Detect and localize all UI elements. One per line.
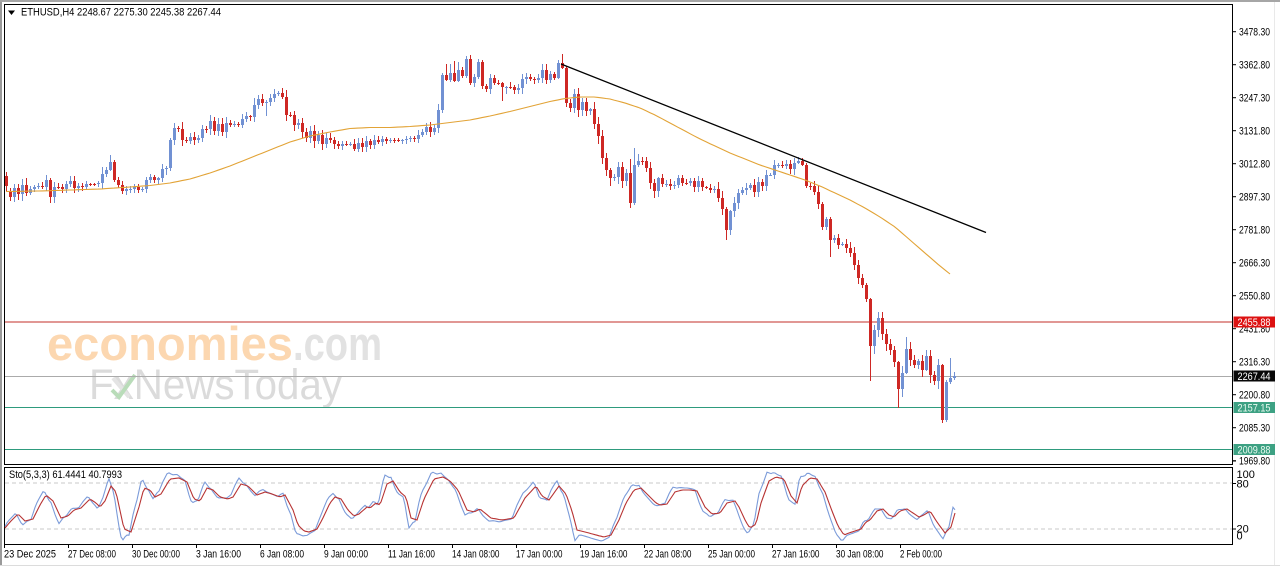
svg-text:23 Dec 2025: 23 Dec 2025 <box>4 549 56 561</box>
svg-text:20: 20 <box>1237 524 1249 536</box>
svg-text:1969.80: 1969.80 <box>1239 456 1270 468</box>
svg-text:2 Feb 00:00: 2 Feb 00:00 <box>900 549 942 561</box>
svg-text:30 Dec 00:00: 30 Dec 00:00 <box>132 549 180 561</box>
svg-text:30 Jan 08:00: 30 Jan 08:00 <box>836 549 884 561</box>
svg-text:.com: .com <box>293 317 382 370</box>
svg-text:2200.80: 2200.80 <box>1239 390 1270 402</box>
svg-text:27 Jan 16:00: 27 Jan 16:00 <box>772 549 820 561</box>
svg-text:3478.30: 3478.30 <box>1239 27 1270 39</box>
svg-text:2550.80: 2550.80 <box>1239 291 1270 303</box>
svg-text:3247.30: 3247.30 <box>1239 93 1270 105</box>
svg-text:2666.30: 2666.30 <box>1239 258 1270 270</box>
svg-text:2781.80: 2781.80 <box>1239 225 1270 237</box>
svg-text:2897.30: 2897.30 <box>1239 192 1270 204</box>
svg-text:6 Jan 08:00: 6 Jan 08:00 <box>260 549 304 561</box>
svg-text:3012.80: 3012.80 <box>1239 159 1270 171</box>
svg-text:0: 0 <box>1237 531 1243 543</box>
svg-text:2157.15: 2157.15 <box>1238 403 1271 415</box>
svg-text:9 Jan 00:00: 9 Jan 00:00 <box>324 549 368 561</box>
svg-text:3131.80: 3131.80 <box>1239 126 1270 138</box>
svg-text:Sto(5,3,3) 61.4441 40.7993: Sto(5,3,3) 61.4441 40.7993 <box>9 469 122 481</box>
svg-text:27 Dec 08:00: 27 Dec 08:00 <box>68 549 116 561</box>
svg-text:FxNewsToday: FxNewsToday <box>89 361 342 409</box>
svg-text:25 Jan 00:00: 25 Jan 00:00 <box>708 549 755 561</box>
svg-text:2267.44: 2267.44 <box>1238 371 1271 383</box>
svg-text:11 Jan 16:00: 11 Jan 16:00 <box>388 549 435 561</box>
svg-text:17 Jan 00:00: 17 Jan 00:00 <box>516 549 563 561</box>
svg-text:3362.80: 3362.80 <box>1239 60 1270 72</box>
svg-text:19 Jan 16:00: 19 Jan 16:00 <box>580 549 628 561</box>
svg-text:2009.88: 2009.88 <box>1238 445 1271 457</box>
svg-text:2455.88: 2455.88 <box>1238 317 1271 329</box>
svg-text:80: 80 <box>1237 479 1249 491</box>
svg-text:3 Jan 16:00: 3 Jan 16:00 <box>196 549 241 561</box>
svg-text:14 Jan 08:00: 14 Jan 08:00 <box>452 549 500 561</box>
svg-text:100: 100 <box>1237 469 1255 481</box>
svg-text:2085.30: 2085.30 <box>1239 423 1270 435</box>
svg-text:22 Jan 08:00: 22 Jan 08:00 <box>644 549 692 561</box>
svg-text:2316.30: 2316.30 <box>1239 357 1270 369</box>
svg-text:economies: economies <box>47 317 293 370</box>
svg-text:ETHUSD,H4 2248.67 2275.30 224: ETHUSD,H4 2248.67 2275.30 2245.38 2267.4… <box>21 7 221 19</box>
